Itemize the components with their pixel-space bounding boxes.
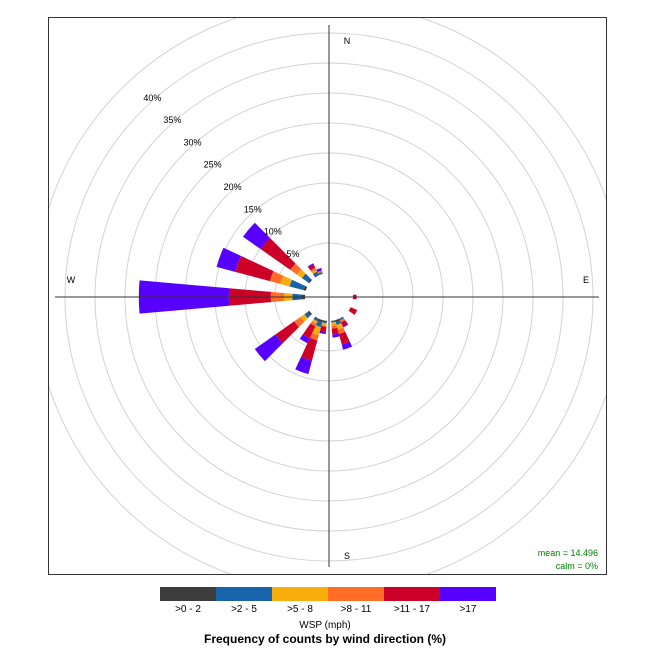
sector-3-bin-1 [335, 320, 342, 325]
sector-3-bin-2 [336, 323, 344, 330]
sector-3-bin-0 [335, 318, 340, 322]
legend-label-2: >5 - 8 [287, 604, 313, 615]
legend-label-1: >2 - 5 [231, 604, 257, 615]
sector-5-bin-5 [319, 330, 326, 335]
windrose-panel: N E S W 5% 10% 15% 20% 25% 30% 35% 40% mean = 14.49… [34, 2, 624, 592]
compass-label-2: S [344, 551, 350, 561]
sector-8-bin-3 [294, 316, 305, 328]
sector-1-bin-4 [348, 307, 358, 315]
sector-8-bin-5 [254, 334, 283, 362]
legend-label-5: >17 [459, 604, 477, 615]
sector-10-bin-2 [280, 275, 293, 287]
chart-title: Frequency of counts by wind direction (%… [203, 632, 446, 646]
sector-3-bin-5 [341, 341, 353, 350]
sector-6-bin-2 [312, 325, 321, 336]
windrose-plot: N E S W 5% 10% 15% 20% 25% 30% 35% 40% [34, 2, 624, 592]
sector-11-bin-5 [242, 222, 271, 250]
sector-7-bin-5 [299, 334, 310, 344]
sector-5-bin-2 [321, 322, 327, 326]
sector-8-bin-4 [275, 321, 299, 344]
sector-12-bin-4 [308, 264, 316, 271]
sector-7-bin-0 [314, 316, 319, 320]
radial-label-5: 30% [183, 137, 201, 147]
sector-13-bin-3 [317, 270, 323, 274]
sector-5-bin-1 [322, 321, 327, 324]
sector-3-bin-4 [338, 331, 350, 345]
sector-8-bin-1 [304, 312, 311, 319]
radial-label-2: 15% [244, 204, 262, 214]
sector-2-bin-3 [339, 318, 346, 323]
mean-label: mean = 14.496 [537, 548, 598, 558]
sector-4-bin-1 [331, 320, 336, 323]
sector-5-bin-0 [322, 320, 327, 323]
radial-label-4: 25% [204, 160, 222, 170]
legend-swatches [160, 587, 496, 601]
sector-13-bin-5 [316, 268, 322, 272]
sector-11-bin-2 [297, 269, 306, 279]
radial-label-0: 5% [286, 249, 299, 259]
grid-ring-outer [34, 2, 624, 592]
sector-10-bin-5 [216, 247, 241, 272]
sector-12-bin-3 [310, 267, 317, 273]
sector-11-bin-0 [307, 278, 313, 284]
radial-label-3: 20% [224, 182, 242, 192]
sector-5-bin-4 [319, 325, 327, 332]
sector-12-bin-1 [312, 271, 319, 277]
legend-labels: >0 - 2 >2 - 5 >5 - 8 >8 - 11 >11 - 17 >1… [160, 604, 496, 615]
sector-4-bin-3 [331, 324, 338, 329]
legend-swatch-0 [160, 587, 216, 601]
sector-11-bin-4 [260, 238, 296, 270]
legend: >0 - 2 >2 - 5 >5 - 8 >8 - 11 >11 - 17 >1… [160, 587, 496, 615]
legend-swatch-1 [216, 587, 272, 601]
compass-label-1: E [583, 275, 589, 285]
sector-4-bin-2 [331, 321, 337, 326]
sector-10-bin-4 [235, 255, 274, 282]
sector-6-bin-5 [295, 356, 312, 375]
radial-label-7: 40% [143, 93, 161, 103]
sector-8-bin-0 [307, 310, 313, 316]
sector-10-bin-1 [289, 279, 306, 291]
sector-6-bin-0 [317, 318, 323, 323]
sector-4-bin-4 [331, 327, 339, 335]
sector-2-bin-1 [339, 316, 344, 321]
sector-6-bin-3 [309, 332, 319, 341]
sector-11-bin-1 [301, 273, 311, 283]
sector-6-bin-1 [315, 320, 323, 328]
sector-7-bin-3 [310, 321, 317, 327]
sector-11-bin-3 [290, 263, 302, 275]
sector-2-bin-4 [340, 320, 348, 326]
sector-7-bin-1 [313, 317, 319, 322]
compass-label-3: W [67, 275, 76, 285]
sector-8-bin-2 [300, 314, 308, 322]
sector-4-bin-5 [332, 333, 340, 338]
legend-swatch-4 [384, 587, 440, 601]
sector-10-bin-3 [269, 271, 284, 284]
sector-10-bin-0 [303, 285, 308, 291]
sector-7-bin-4 [302, 323, 316, 339]
legend-swatch-5 [440, 587, 496, 601]
legend-label-0: >0 - 2 [175, 604, 201, 615]
legend-label-4: >11 - 17 [393, 604, 431, 615]
sector-6-bin-4 [301, 337, 318, 361]
legend-swatch-3 [328, 587, 384, 601]
sector-2-bin-5 [342, 323, 349, 328]
sector-7-bin-2 [312, 319, 318, 324]
legend-label-3: >8 - 11 [340, 604, 372, 615]
sector-5-bin-3 [321, 324, 327, 327]
radial-label-6: 35% [163, 115, 181, 125]
compass-label-0: N [344, 36, 351, 46]
sector-3-bin-3 [337, 327, 346, 335]
sector-12-bin-0 [314, 274, 319, 278]
sector-12-bin-5 [307, 263, 314, 268]
sector-12-bin-2 [311, 269, 318, 274]
legend-swatch-2 [272, 587, 328, 601]
legend-title: WSP (mph) [299, 620, 351, 631]
radial-label-1: 10% [264, 227, 282, 237]
calm-label: calm = 0% [555, 561, 598, 571]
sector-13-bin-1 [318, 272, 323, 276]
